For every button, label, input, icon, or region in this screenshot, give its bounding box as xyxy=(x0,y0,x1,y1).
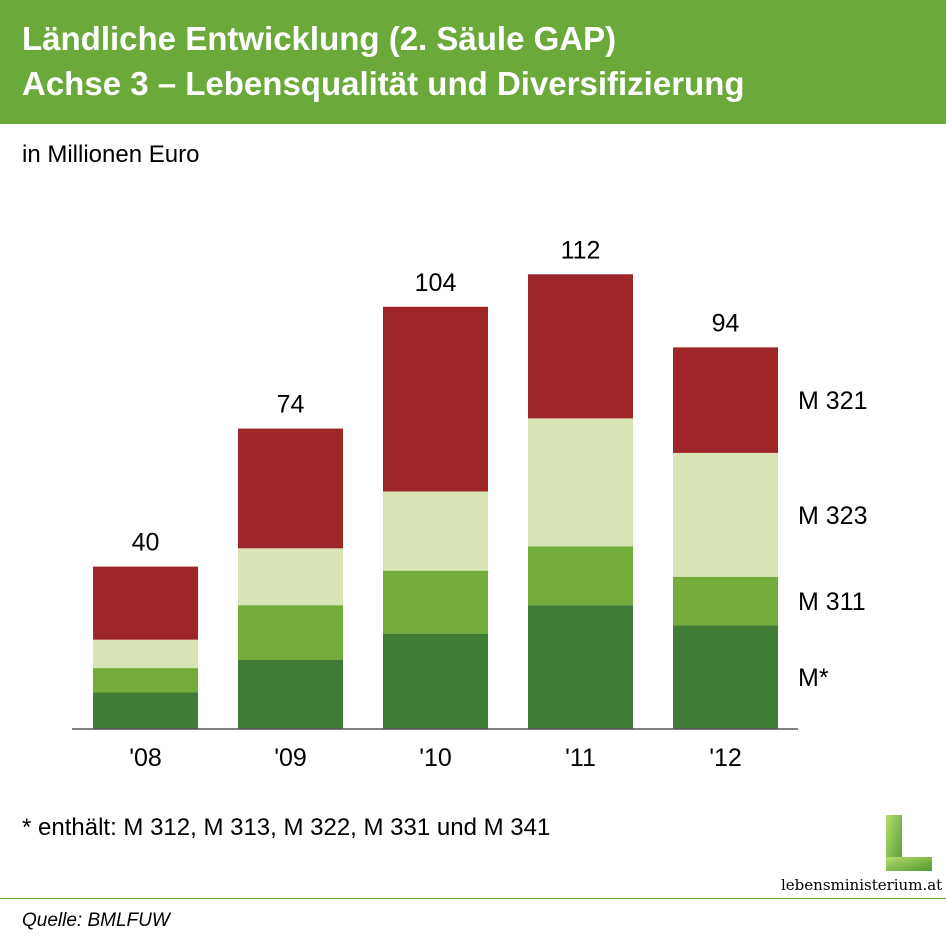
legend-label: M 323 xyxy=(798,502,867,530)
bar-segment-m-323-2 xyxy=(238,548,343,606)
bar-segment-m-321-2 xyxy=(238,428,343,549)
bar-segment-m-323-1 xyxy=(93,639,198,669)
legend-label: M* xyxy=(798,664,829,692)
footnote: * enthält: M 312, M 313, M 322, M 331 un… xyxy=(22,814,551,841)
bar-segment-m-323-4 xyxy=(528,418,633,547)
bar-segment-m-311-3 xyxy=(383,570,488,634)
chart-subtitle: Achse 3 – Lebensqualität und Diversifizi… xyxy=(22,65,745,102)
footer-divider xyxy=(0,898,946,899)
bar-segment-m-311-5 xyxy=(673,576,778,626)
bar-segment-m--2 xyxy=(238,659,343,729)
total-label: 104 xyxy=(415,269,457,297)
bar-segment-m-321-1 xyxy=(93,566,198,640)
x-tick-label: '08 xyxy=(129,744,162,772)
bar-segment-m-311-2 xyxy=(238,605,343,660)
bar-segment-m-311-4 xyxy=(528,546,633,606)
title-banner: Ländliche Entwicklung (2. Säule GAP) Ach… xyxy=(0,0,946,124)
bar-segment-m-323-3 xyxy=(383,491,488,571)
chart-title: Ländliche Entwicklung (2. Säule GAP) xyxy=(22,20,617,57)
legend-label: M 311 xyxy=(798,588,866,616)
bar-segment-m--4 xyxy=(528,605,633,729)
legend-label: M 321 xyxy=(798,387,867,415)
source-note: Quelle: BMLFUW xyxy=(22,910,170,931)
x-tick-label: '10 xyxy=(419,744,452,772)
L-logo-icon xyxy=(886,815,932,871)
stacked-bar-chart: 40 '08 74 '09 104 '10 112 '11 94 '12 M* M 311 M 323 M… xyxy=(72,236,867,772)
x-tick-label: '09 xyxy=(274,744,307,772)
bars-group xyxy=(93,274,778,729)
bar-segment-m--1 xyxy=(93,692,198,729)
bar-segment-m-311-1 xyxy=(93,668,198,693)
total-label: 74 xyxy=(277,391,305,419)
bar-segment-m--5 xyxy=(673,625,778,729)
unit-label: in Millionen Euro xyxy=(22,141,200,168)
bar-segment-m-321-4 xyxy=(528,274,633,419)
labels-group: 40 '08 74 '09 104 '10 112 '11 94 '12 M* M 311 M 323 M… xyxy=(129,236,867,772)
total-label: 94 xyxy=(712,309,740,337)
bar-segment-m-323-5 xyxy=(673,452,778,577)
logo-text: lebensministerium.at xyxy=(781,876,943,894)
bar-segment-m--3 xyxy=(383,633,488,729)
x-tick-label: '11 xyxy=(565,744,596,772)
x-tick-label: '12 xyxy=(709,744,742,772)
bar-segment-m-321-5 xyxy=(673,347,778,453)
bar-segment-m-321-3 xyxy=(383,306,488,492)
total-label: 40 xyxy=(132,529,160,557)
total-label: 112 xyxy=(561,236,601,264)
